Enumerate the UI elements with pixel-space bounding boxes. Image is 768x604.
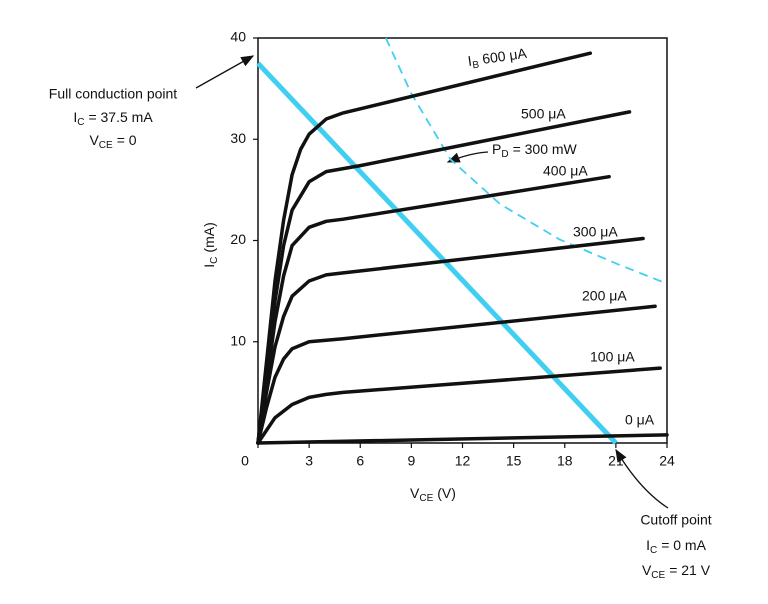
x-tick-label: 18 [557,453,573,469]
ib-curve [256,366,662,445]
annotation-line-part: V [642,562,652,578]
y-tick-label: 30 [230,130,246,146]
series-label-part: B [472,59,480,71]
annotation-line: IC = 37.5 mA [73,109,153,128]
annotation-line-part: = 21 V [669,562,711,578]
arrow [446,151,489,163]
y-axis-label-part: (mA) [201,222,217,252]
x-axis-label-part: V [410,485,420,501]
y-tick-label: 40 [230,29,246,45]
x-tick-label: 24 [659,453,675,469]
series-label: IB600 μA [467,44,529,71]
series-label-part: 600 μA [481,44,528,66]
y-tick-label: 20 [230,231,246,247]
series-label: 100 μA [590,349,635,365]
annotation-title: Cutoff point [640,512,711,528]
ib-curve [256,433,669,445]
series-label: 0 μA [625,412,655,428]
y-tick-label: 10 [230,332,246,348]
annotation-line-part: = 0 [117,132,137,148]
x-tick-label: 15 [506,453,522,469]
annotation-line-part: C [77,117,84,128]
annotation-line-part: C [650,545,657,556]
series-label: 500 μA [521,106,566,122]
annotation-line-part: CE [651,570,665,581]
x-tick-label: 6 [356,453,364,469]
ib-curve [256,110,632,445]
y-axis-label-part: I [201,264,217,268]
annotation-line-part: I [73,109,77,125]
annotation-line: VCE = 21 V [642,562,711,581]
ib-curve [256,174,611,445]
arrow [195,55,255,89]
power-label-part: = 300 mW [513,141,578,157]
series-label: 300 μA [573,224,618,240]
x-tick-label: 0 [241,453,249,469]
series-label: 200 μA [582,288,627,304]
x-tick-label: 12 [455,453,471,469]
x-axis-label: VCE (V) [410,485,456,504]
ib-curve [256,51,593,445]
annotation-line-part: = 0 mA [661,537,706,553]
arrow [615,448,669,509]
x-axis-label-part: (V) [437,485,456,501]
annotation-line-part: CE [99,140,113,151]
series-label-part: I [467,52,473,68]
annotation-title: Full conduction point [49,86,178,102]
power-label-part: P [492,141,501,157]
y-axis-label-part: C [209,257,220,264]
y-axis-label: IC (mA) [201,222,220,267]
power-label: PD = 300 mW [492,141,578,160]
series-label: 400 μA [543,163,588,179]
annotation-line-part: = 37.5 mA [88,109,153,125]
power-curve [384,37,666,284]
annotation-line: VCE = 0 [89,132,136,151]
annotation-line-part: I [646,537,650,553]
x-tick-label: 9 [407,453,415,469]
ib-curve [256,236,645,445]
x-axis-label-part: CE [419,493,433,504]
power-label-part: D [501,149,508,160]
ib-curve [256,304,657,445]
x-tick-label: 3 [305,453,313,469]
annotation-line: IC = 0 mA [646,537,707,556]
annotation-line-part: V [89,132,99,148]
x-tick-label: 21 [608,453,624,469]
